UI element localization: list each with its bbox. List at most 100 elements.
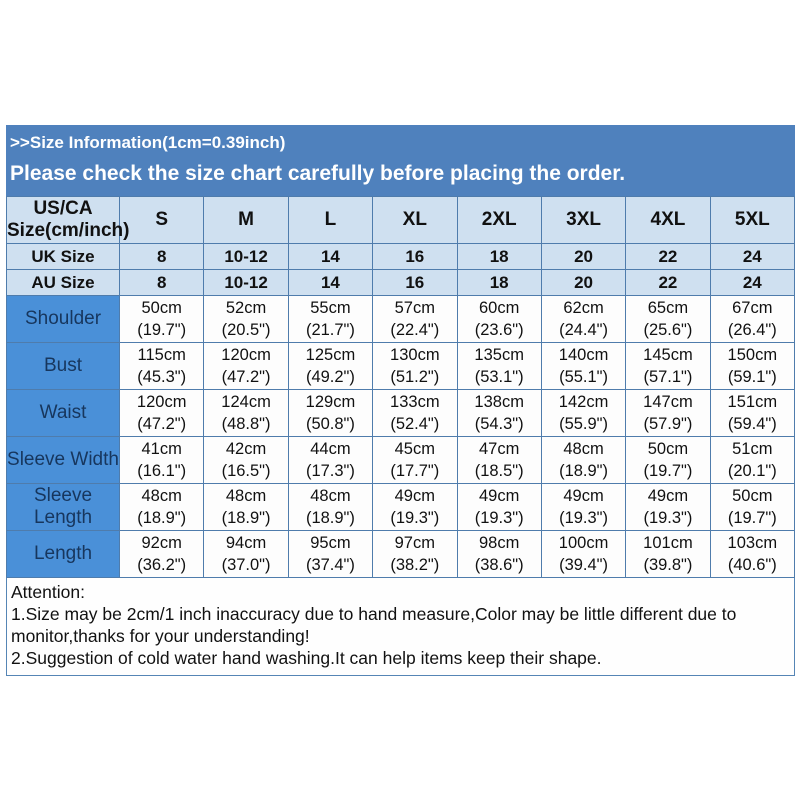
size-column-header: M: [203, 196, 289, 244]
measurement-cell: 120cm (47.2"): [203, 342, 289, 390]
measurement-cell: 147cm (57.9"): [625, 389, 711, 437]
measurement-cell: 115cm (45.3"): [118, 342, 205, 390]
measurement-cell: 98cm (38.6"): [456, 530, 542, 578]
measurement-row: Sleeve Length 48cm (18.9") 48cm (18.9") 48cm(…: [6, 483, 796, 531]
measurement-cell: 47cm (18.5"): [456, 436, 542, 484]
measurement-cell: 49cm (19.3"): [540, 483, 627, 531]
measurement-row: Sleeve Width 41cm (16.1") 42cm (16.5") 44cm (1…: [6, 436, 796, 484]
measurement-row: Shoulder 50cm (19.7") 52cm (20.5") 55cm (21.7"…: [6, 295, 796, 343]
row-label: Waist: [6, 389, 120, 437]
row-label: UK Size: [6, 243, 120, 270]
size-value-cell: 14: [287, 243, 374, 270]
measurement-cell: 135cm (53.1"): [456, 342, 542, 390]
size-value-cell: 14: [287, 269, 374, 296]
measurement-cell: 60cm (23.6"): [456, 295, 542, 343]
size-value-cell: 20: [540, 243, 627, 270]
attention-note-2: 2.Suggestion of cold water hand washing.…: [11, 648, 602, 668]
measurement-cell: 49cm (19.3"): [456, 483, 542, 531]
measurement-cell: 48cm (18.9"): [540, 436, 627, 484]
measurement-cell: 67cm (26.4"): [709, 295, 796, 343]
measurement-cell: 50cm (19.7"): [709, 483, 796, 531]
measurement-row: Bust 115cm (45.3") 120cm (47.2") 125cm (49.2")…: [6, 342, 796, 390]
measurement-cell: 48cm (18.9"): [287, 483, 374, 531]
size-column-header: XL: [372, 196, 458, 244]
size-table: US/CA Size(cm/inch) S M L XL 2XL 3XL 4XL 5XL UK Si…: [6, 196, 796, 578]
measurement-cell: 130cm (51.2"): [372, 342, 458, 390]
measurement-cell: 125cm (49.2"): [287, 342, 374, 390]
size-information-title: >>Size Information(1cm=0.39inch): [10, 133, 286, 152]
measurement-cell: 100cm (39.4"): [540, 530, 627, 578]
size-chart-content: >>Size Information(1cm=0.39inch) Please …: [6, 125, 796, 676]
measurement-row: Length 92cm (36.2") 94cm (37.0") 95cm (37.4") 9…: [6, 530, 796, 578]
size-chart-warning: Please check the size chart carefully be…: [10, 162, 626, 185]
measurement-row: Waist 120cm (47.2") 124cm (48.8") 129cm (50.8"…: [6, 389, 796, 437]
size-value-cell: 22: [625, 243, 711, 270]
size-value-cell: 24: [709, 269, 796, 296]
measurement-cell: 120cm (47.2"): [118, 389, 205, 437]
measurement-cell: 51cm (20.1"): [709, 436, 796, 484]
banner: >>Size Information(1cm=0.39inch) Please …: [6, 125, 795, 196]
measurement-cell: 50cm (19.7"): [118, 295, 205, 343]
table-header-row: US/CA Size(cm/inch) S M L XL 2XL 3XL 4XL 5XL: [6, 196, 796, 244]
measurement-cell: 50cm (19.7"): [625, 436, 711, 484]
size-value-cell: 16: [372, 243, 458, 270]
measurement-cell: 48cm (18.9"): [118, 483, 205, 531]
measurement-cell: 142cm (55.9"): [540, 389, 627, 437]
size-value-cell: 10-12: [203, 269, 289, 296]
measurement-cell: 94cm (37.0"): [203, 530, 289, 578]
measurement-cell: 55cm (21.7"): [287, 295, 374, 343]
measurement-cell: 49cm (19.3"): [372, 483, 458, 531]
measurement-cell: 103cm (40.6"): [709, 530, 796, 578]
row-label: Sleeve Width: [6, 436, 120, 484]
measurement-cell: 140cm (55.1"): [540, 342, 627, 390]
measurement-cell: 48cm (18.9"): [203, 483, 289, 531]
size-value-cell: 18: [456, 243, 542, 270]
row-label: AU Size: [6, 269, 120, 296]
size-value-cell: 16: [372, 269, 458, 296]
size-column-header: 5XL: [709, 196, 796, 244]
measurement-cell: 92cm (36.2"): [118, 530, 205, 578]
measurement-cell: 95cm (37.4"): [287, 530, 374, 578]
measurement-cell: 42cm (16.5"): [203, 436, 289, 484]
row-label: Bust: [6, 342, 120, 390]
size-column-header: 2XL: [456, 196, 542, 244]
measurement-cell: 138cm (54.3"): [456, 389, 542, 437]
attention-note-1: 1.Size may be 2cm/1 inch inaccuracy due …: [11, 604, 737, 646]
measurement-cell: 129cm (50.8"): [287, 389, 374, 437]
size-value-cell: 10-12: [203, 243, 289, 270]
measurement-cell: 151cm (59.4"): [709, 389, 796, 437]
size-column-header: S: [118, 196, 205, 244]
size-value-cell: 8: [118, 243, 205, 270]
row-label: Sleeve Length: [6, 483, 120, 531]
measurement-cell: 44cm (17.3"): [287, 436, 374, 484]
measurement-cell: 133cm (52.4"): [372, 389, 458, 437]
attention-box: Attention: 1.Size may be 2cm/1 inch inac…: [6, 578, 795, 676]
measurement-cell: 65cm (25.6"): [625, 295, 711, 343]
conversion-row: AU Size 8 10-12 14 16 18 20 22 24: [6, 269, 796, 296]
size-value-cell: 18: [456, 269, 542, 296]
row-label: Shoulder: [6, 295, 120, 343]
measurement-cell: 97cm (38.2"): [372, 530, 458, 578]
measurement-cell: 49cm (19.3"): [625, 483, 711, 531]
measurement-cell: 62cm (24.4"): [540, 295, 627, 343]
measurement-cell: 45cm (17.7"): [372, 436, 458, 484]
attention-title: Attention:: [11, 582, 85, 602]
size-column-header: 4XL: [625, 196, 711, 244]
size-value-cell: 22: [625, 269, 711, 296]
size-value-cell: 24: [709, 243, 796, 270]
measurement-cell: 101cm (39.8"): [625, 530, 711, 578]
measurement-cell: 41cm (16.1"): [118, 436, 205, 484]
measurement-cell: 124cm (48.8"): [203, 389, 289, 437]
measurement-cell: 52cm (20.5"): [203, 295, 289, 343]
measurement-cell: 57cm (22.4"): [372, 295, 458, 343]
measurement-cell: 145cm (57.1"): [625, 342, 711, 390]
corner-header: US/CA Size(cm/inch): [6, 196, 129, 244]
size-value-cell: 8: [118, 269, 205, 296]
size-column-header: 3XL: [540, 196, 627, 244]
conversion-row: UK Size 8 10-12 14 16 18 20 22 24: [6, 243, 796, 270]
row-label: Length: [6, 530, 120, 578]
size-value-cell: 20: [540, 269, 627, 296]
size-column-header: L: [287, 196, 374, 244]
measurement-cell: 150cm (59.1"): [709, 342, 796, 390]
